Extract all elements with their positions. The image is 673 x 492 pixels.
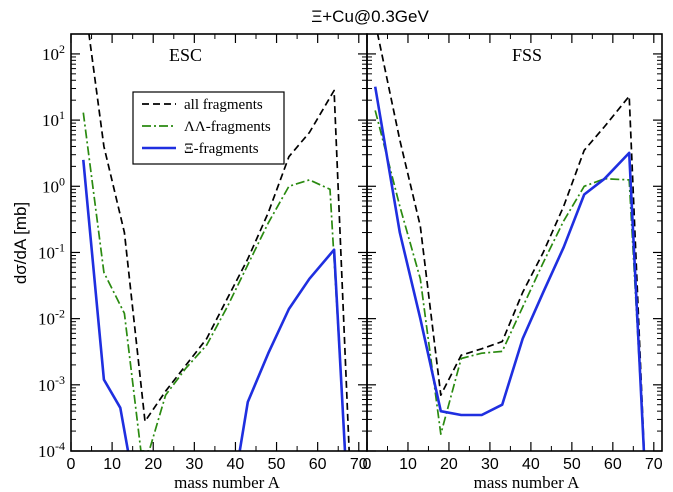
y-axis-label: dσ/dA [mb] bbox=[11, 202, 30, 284]
series-group bbox=[373, 34, 646, 451]
x-tick-label: 30 bbox=[481, 456, 499, 473]
x-tick-label: 0 bbox=[363, 456, 372, 473]
x-axis-label: mass number A bbox=[474, 473, 580, 492]
y-tick-label: 10-4 bbox=[38, 439, 65, 461]
x-tick-label: 0 bbox=[67, 456, 76, 473]
x-axis-label: mass number A bbox=[174, 473, 280, 492]
y-tick-label: 102 bbox=[42, 42, 65, 64]
y-tick-label: 10-3 bbox=[38, 373, 65, 395]
series-line-ll bbox=[82, 112, 347, 451]
x-tick-label: 10 bbox=[399, 456, 417, 473]
x-tick-label: 70 bbox=[645, 456, 663, 473]
chart-title: Ξ+Cu@0.3GeV bbox=[311, 7, 429, 26]
y-tick-label: 100 bbox=[42, 174, 65, 196]
x-tick-label: 50 bbox=[563, 456, 581, 473]
panel-label: ESC bbox=[169, 45, 202, 65]
plot-frame bbox=[366, 33, 663, 452]
y-tick-label: 10-2 bbox=[38, 307, 65, 329]
series-group bbox=[82, 34, 351, 451]
x-tick-label: 50 bbox=[268, 456, 286, 473]
x-tick-label: 30 bbox=[185, 456, 203, 473]
series-line-ll bbox=[374, 110, 646, 451]
legend-label-xi: Ξ-fragments bbox=[184, 141, 259, 157]
series-line-xi bbox=[373, 86, 646, 451]
series-line-xi bbox=[82, 159, 347, 451]
legend-label-ll: ΛΛ-fragments bbox=[184, 119, 271, 135]
y-tick-label: 10-1 bbox=[38, 240, 65, 262]
y-tick-label: 101 bbox=[42, 108, 65, 130]
panel-esc: 0 10 20 30 40 50 60 70 10-4 10-3 10-2 10-1 100 101 102… bbox=[38, 33, 368, 492]
x-tick-label: 10 bbox=[103, 456, 121, 473]
x-tick-label: 70 bbox=[350, 456, 368, 473]
x-tick-label: 20 bbox=[440, 456, 458, 473]
panel-fss: 0 10 20 30 40 50 60 70 FSS mass number A bbox=[363, 33, 663, 492]
panels-group: 0 10 20 30 40 50 60 7010-410-310-210-1100101102… bbox=[38, 33, 663, 492]
x-tick-label: 40 bbox=[522, 456, 540, 473]
x-tick-label: 60 bbox=[309, 456, 327, 473]
legend-label-all: all fragments bbox=[184, 97, 263, 113]
panel-label: FSS bbox=[512, 45, 542, 65]
x-tick-label: 60 bbox=[604, 456, 622, 473]
x-tick-label: 40 bbox=[227, 456, 245, 473]
legend: all fragments ΛΛ-fragments Ξ-fragments bbox=[132, 91, 285, 165]
series-line-all bbox=[376, 34, 645, 451]
x-tick-label: 20 bbox=[144, 456, 162, 473]
series-line-all bbox=[88, 34, 351, 451]
